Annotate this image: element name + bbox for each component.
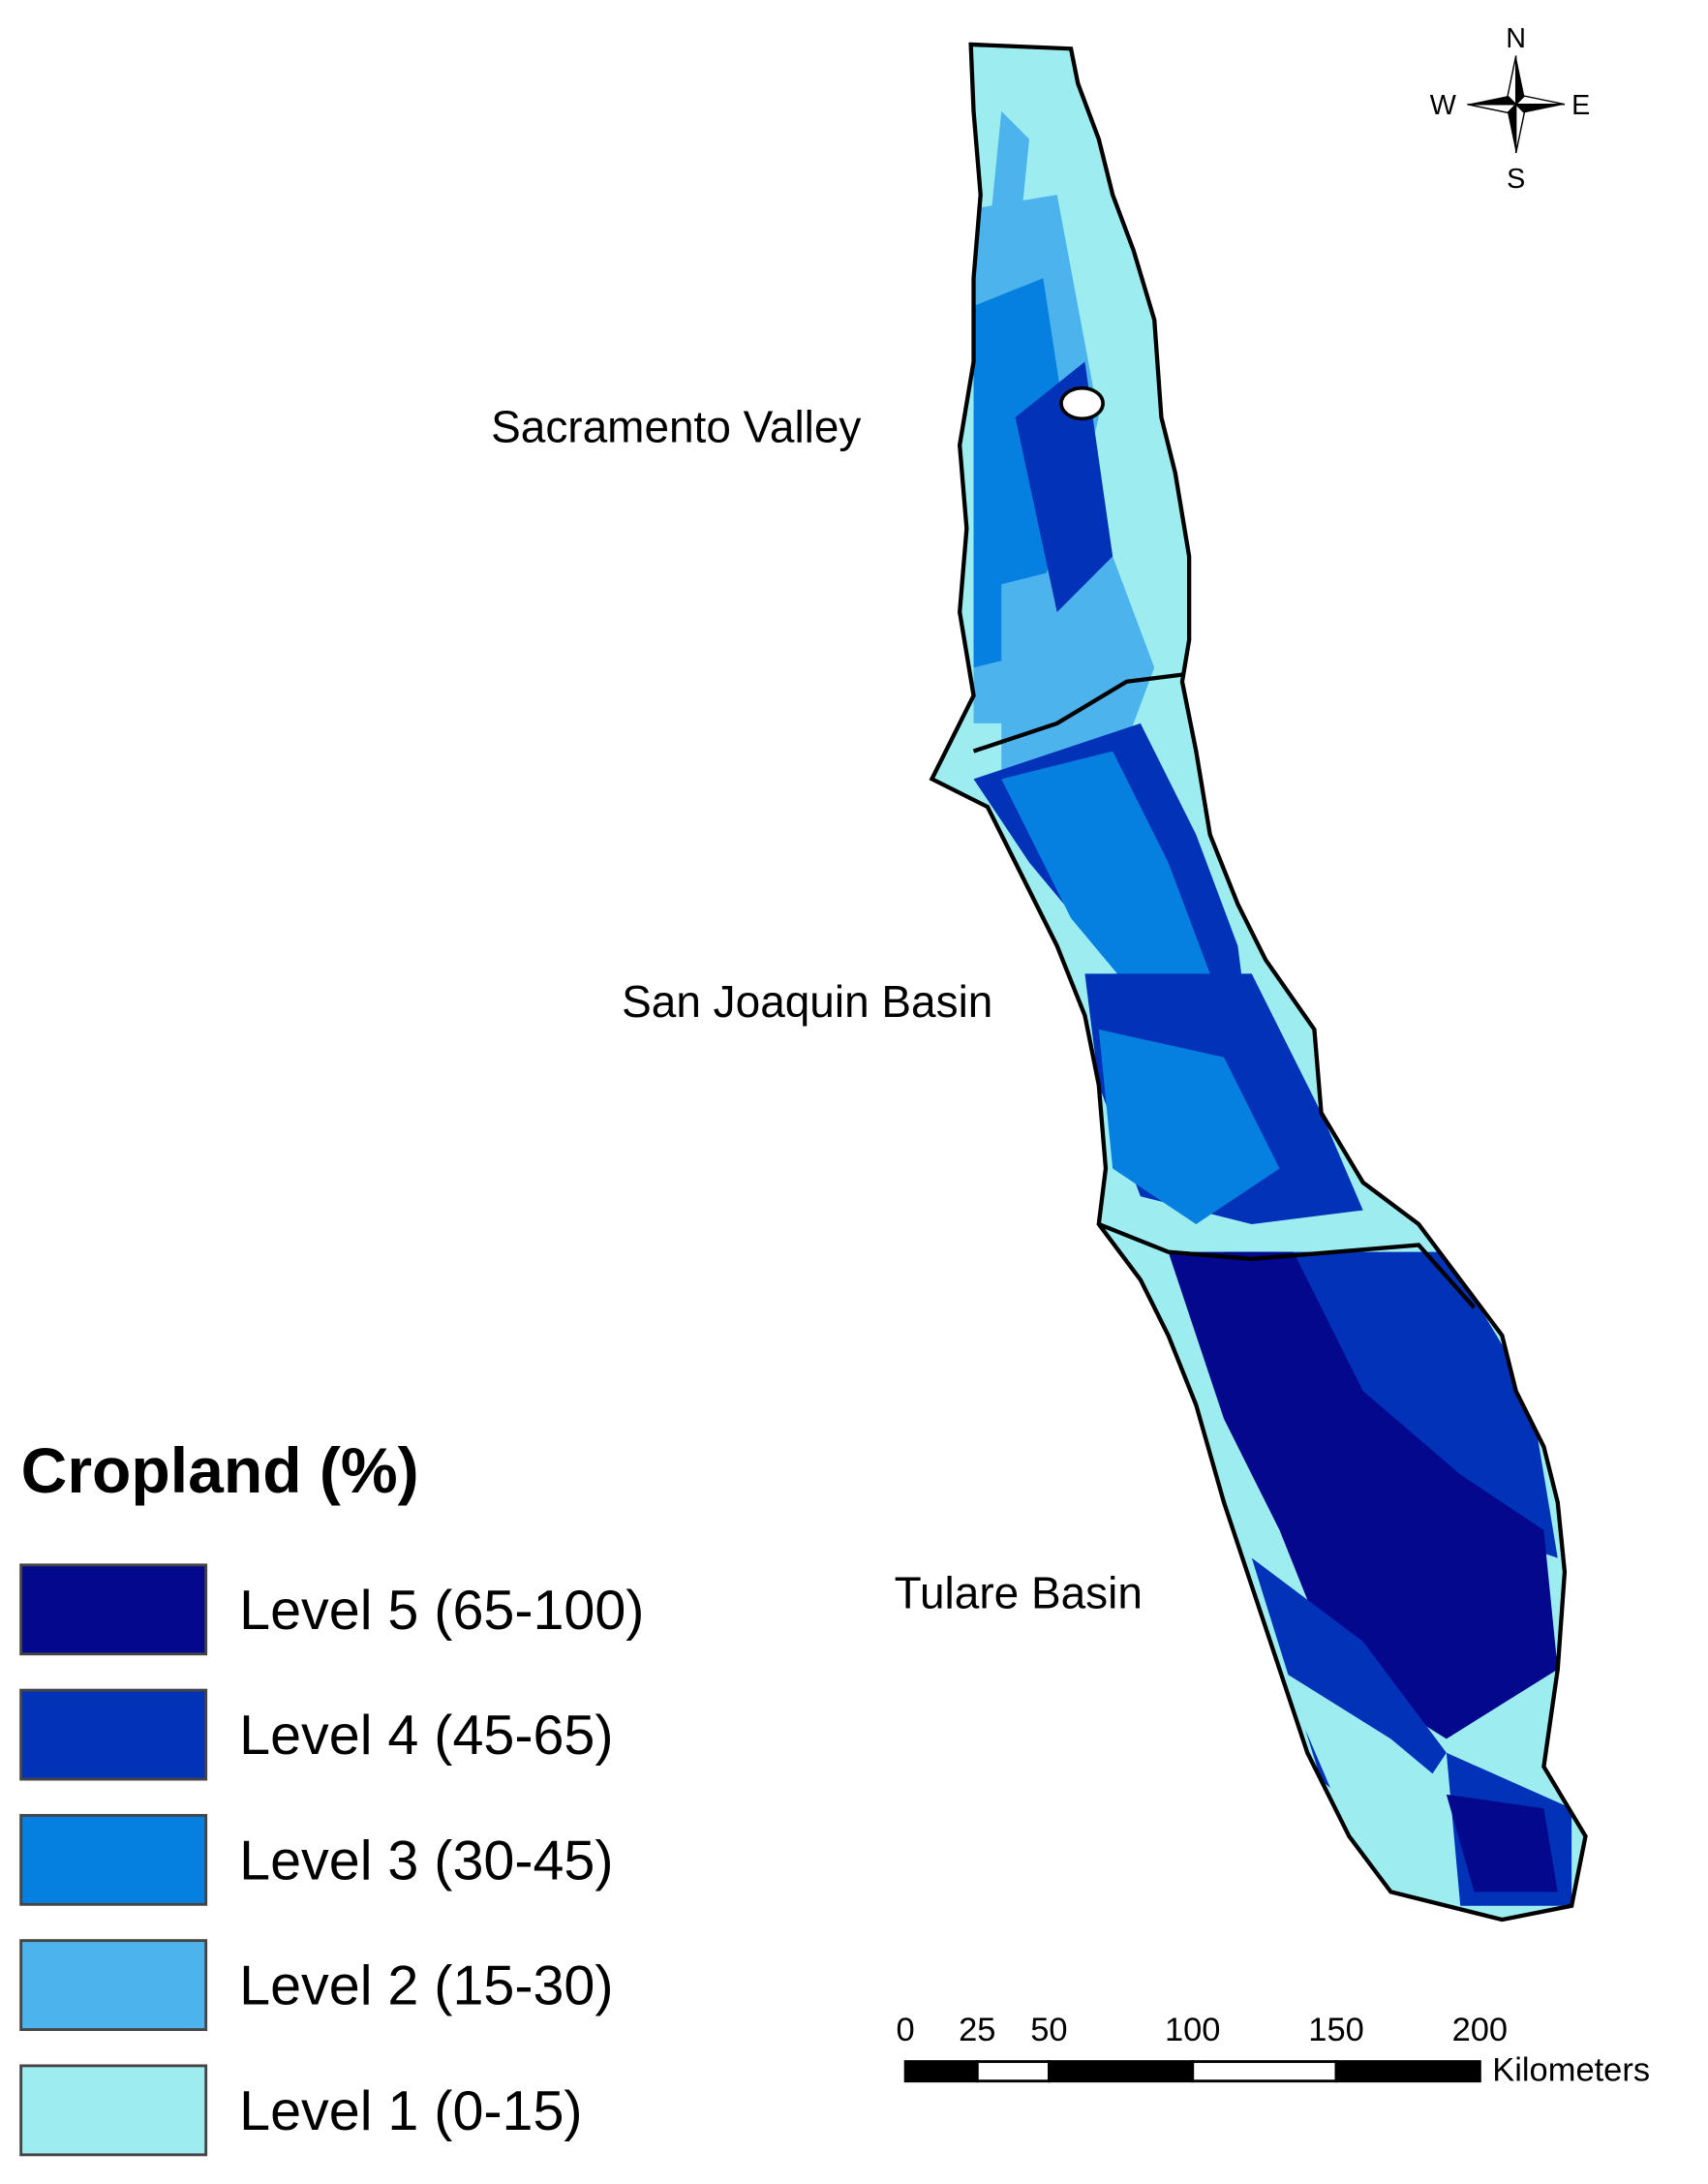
level-area	[1279, 1669, 1475, 1906]
legend-swatch	[19, 2064, 208, 2157]
scale-tick-label: 200	[1452, 2012, 1509, 2048]
legend-label: Level 3 (30-45)	[239, 1830, 613, 1892]
basin-boundaries	[972, 672, 1477, 1309]
legend: Level 5 (65-100) Level 4 (45-65) Level 3 (…	[19, 1563, 644, 2157]
scale-tick-label: 25	[959, 2012, 995, 2048]
scale-tick-label: 0	[897, 2012, 915, 2048]
legend-label: Level 2 (15-30)	[239, 1955, 613, 2017]
legend-title: Cropland (%)	[21, 1435, 419, 1507]
cropland-raster	[931, 44, 1586, 1921]
legend-swatch	[19, 1563, 208, 1656]
scale-segment	[1191, 2060, 1338, 2083]
scale-bar: 0 25 50 100 150 200 Kilometers	[897, 2012, 1651, 2089]
level-area	[1071, 167, 1141, 362]
level-area	[1001, 556, 1155, 780]
level-area	[973, 278, 1072, 668]
level-area	[1001, 751, 1210, 1002]
scale-segment	[1334, 2060, 1481, 2083]
level-area	[1098, 1029, 1280, 1224]
region-label: Sacramento Valley	[491, 402, 861, 452]
lake	[1059, 385, 1105, 421]
scale-segment	[1048, 2060, 1195, 2083]
scale-segment	[903, 2060, 979, 2083]
level-area	[1446, 1794, 1558, 1892]
legend-label: Level 4 (45-65)	[239, 1705, 613, 1767]
compass-label: W	[1430, 90, 1457, 121]
legend-swatch	[19, 1939, 208, 2032]
level-area	[987, 110, 1029, 279]
compass-label: E	[1571, 90, 1590, 121]
legend-swatch	[19, 1688, 208, 1781]
scale-tick-label: 150	[1308, 2012, 1364, 2048]
region-label: Tulare Basin	[895, 1567, 1143, 1617]
scale-tick-label: 50	[1030, 2012, 1067, 2048]
region-label: San Joaquin Basin	[622, 976, 992, 1027]
level-area	[1168, 1251, 1558, 1739]
compass-label: S	[1507, 164, 1525, 195]
scale-unit: Kilometers	[1492, 2052, 1650, 2089]
legend-label: Level 5 (65-100)	[239, 1580, 644, 1642]
legend-label: Level 1 (0-15)	[239, 2080, 582, 2142]
legend-swatch	[19, 1813, 208, 1906]
compass-label: N	[1506, 23, 1526, 54]
valley-outline	[929, 42, 1588, 1923]
level-area	[1015, 361, 1113, 612]
level-area	[1377, 1335, 1531, 1475]
scale-segment	[975, 2060, 1051, 2083]
scale-tick-label: 100	[1165, 2012, 1221, 2048]
north-arrow: N S E W	[1430, 23, 1590, 195]
